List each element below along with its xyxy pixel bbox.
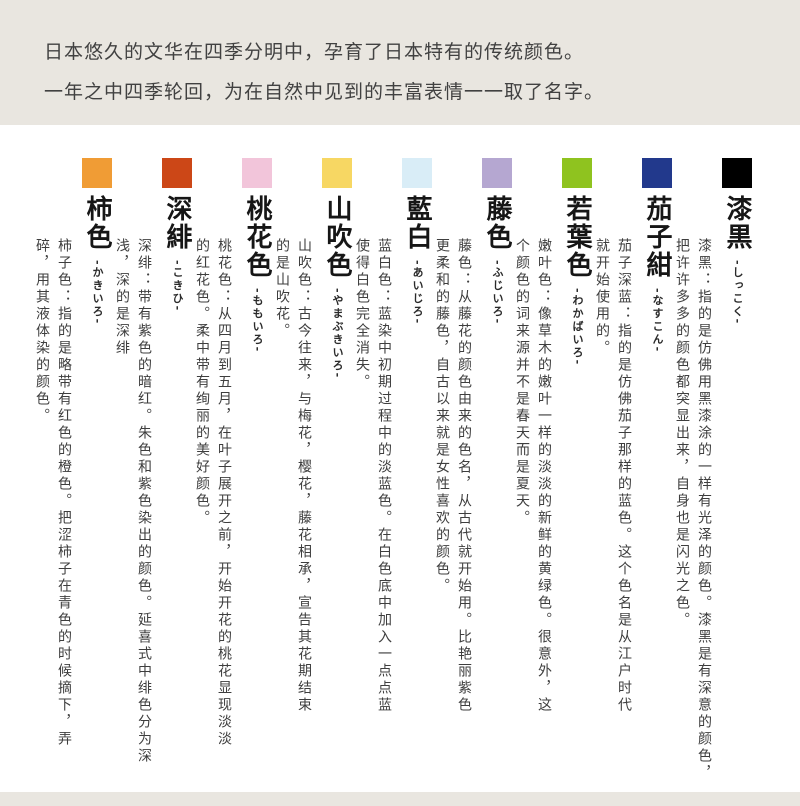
color-description-line: 嫩叶色：像草木的嫩叶一样的淡淡的新鲜的黄绿色。很意外，这 xyxy=(537,238,553,714)
color-swatch xyxy=(402,158,432,188)
color-column-momoiro: 桃花色 -ももいろ- 桃花色：从四月到五月，在叶子展开之前，开始开花的桃花显现淡淡… xyxy=(195,158,276,788)
column-head: 藍白 -あいじろ- xyxy=(399,158,436,788)
color-description: 桃花色：从四月到五月，在叶子展开之前，开始开花的桃花显现淡淡 的红花色。柔中带有… xyxy=(192,158,236,788)
color-column-fujiiro: 藤色 -ふじいろ- 藤色：从藤花的颜色由来的色名，从古代就开始用。比艳丽紫色 更柔… xyxy=(435,158,516,788)
color-reading: -ももいろ- xyxy=(251,288,264,354)
color-description-line: 的是山吹花。 xyxy=(275,238,291,340)
column-head: 桃花色 -ももいろ- xyxy=(239,158,276,788)
column-head: 柿色 -かきいろ- xyxy=(79,158,116,788)
color-name-title: 茄子紺 xyxy=(642,195,672,279)
color-description-line: 就开始使用的。 xyxy=(595,238,611,357)
color-column-nasukon: 茄子紺 -なすこん- 茄子深蓝：指的是仿佛茄子那样的蓝色。这个色名是从江户时代 就… xyxy=(595,158,676,788)
color-reading: -こきひ- xyxy=(171,260,184,313)
color-swatch xyxy=(722,158,752,188)
column-head: 若葉色 -わかばいろ- xyxy=(559,158,596,788)
color-name-title: 深緋 xyxy=(162,195,192,251)
color-name-title: 漆黒 xyxy=(722,195,752,251)
color-name-title: 桃花色 xyxy=(242,195,272,279)
color-description-line: 深绯：带有紫色的暗红。朱色和紫色染出的颜色。延喜式中绯色分为深 xyxy=(137,238,153,765)
column-head: 藤色 -ふじいろ- xyxy=(479,158,516,788)
color-description-line: 柿子色：指的是略带有红色的橙色。把涩柿子在青色的时候摘下，弄 xyxy=(57,238,73,748)
color-name-title: 藤色 xyxy=(482,195,512,251)
column-head: 山吹色 -やまぶきいろ- xyxy=(319,158,356,788)
color-reading: -しっこく- xyxy=(731,260,744,326)
color-description-line: 碎，用其液体染的颜色。 xyxy=(35,238,51,425)
color-column-kokihi: 深緋 -こきひ- 深绯：带有紫色的暗红。朱色和紫色染出的颜色。延喜式中绯色分为深 … xyxy=(115,158,196,788)
color-description: 深绯：带有紫色的暗红。朱色和紫色染出的颜色。延喜式中绯色分为深 浅，深的是深绯 xyxy=(112,158,156,788)
color-description-line: 漆黑：指的是仿佛用黑漆涂的一样有光泽的颜色。漆黑是有深意的颜色， xyxy=(697,238,713,782)
color-description: 柿子色：指的是略带有红色的橙色。把涩柿子在青色的时候摘下，弄 碎，用其液体染的颜… xyxy=(32,158,76,788)
color-swatch xyxy=(482,158,512,188)
color-column-kakiiro: 柿色 -かきいろ- 柿子色：指的是略带有红色的橙色。把涩柿子在青色的时候摘下，弄 … xyxy=(35,158,116,788)
color-reading: -わかばいろ- xyxy=(571,288,584,367)
column-head: 深緋 -こきひ- xyxy=(159,158,196,788)
main-content: 柿色 -かきいろ- 柿子色：指的是略带有红色的橙色。把涩柿子在青色的时候摘下，弄 … xyxy=(0,125,800,792)
color-description: 茄子深蓝：指的是仿佛茄子那样的蓝色。这个色名是从江户时代 就开始使用的。 xyxy=(592,158,636,788)
color-description-line: 茄子深蓝：指的是仿佛茄子那样的蓝色。这个色名是从江户时代 xyxy=(617,238,633,714)
color-description: 嫩叶色：像草木的嫩叶一样的淡淡的新鲜的黄绿色。很意外，这 个颜色的词来源并不是春… xyxy=(512,158,556,788)
color-description-line: 的红花色。柔中带有绚丽的美好颜色。 xyxy=(195,238,211,527)
color-description-line: 蓝白色：蓝染中初期过程中的淡蓝色。在白色底中加入一点点蓝 xyxy=(377,238,393,714)
color-description-line: 把许许多多的颜色都突显出来，自身也是闪光之色。 xyxy=(675,238,691,629)
color-description-line: 山吹色：古今往来，与梅花，樱花，藤花相承，宣告其花期结束 xyxy=(297,238,313,714)
color-description-line: 桃花色：从四月到五月，在叶子展开之前，开始开花的桃花显现淡淡 xyxy=(217,238,233,748)
color-column-wakabairo: 若葉色 -わかばいろ- 嫩叶色：像草木的嫩叶一样的淡淡的新鲜的黄绿色。很意外，这 … xyxy=(515,158,596,788)
column-head: 茄子紺 -なすこん- xyxy=(639,158,676,788)
color-reading: -なすこん- xyxy=(651,288,664,354)
color-description-line: 藤色：从藤花的颜色由来的色名，从古代就开始用。比艳丽紫色 xyxy=(457,238,473,714)
color-swatch xyxy=(242,158,272,188)
color-description-line: 更柔和的藤色，自古以来就是女性喜欢的颜色。 xyxy=(435,238,451,595)
color-swatch xyxy=(642,158,672,188)
color-description-line: 使得白色完全消失。 xyxy=(355,238,371,391)
color-description-line: 浅，深的是深绯 xyxy=(115,238,131,357)
color-swatch xyxy=(322,158,352,188)
color-reading: -やまぶきいろ- xyxy=(331,288,344,380)
color-name-title: 若葉色 xyxy=(562,195,592,279)
color-description-line: 个颜色的词来源并不是春天而是夏天。 xyxy=(515,238,531,527)
bottom-strip xyxy=(0,792,800,806)
header-line-1: 日本悠久的文华在四季分明中，孕育了日本特有的传统颜色。 xyxy=(44,42,585,63)
color-swatch xyxy=(562,158,592,188)
color-columns: 柿色 -かきいろ- 柿子色：指的是略带有红色的橙色。把涩柿子在青色的时候摘下，弄 … xyxy=(35,158,758,788)
color-description: 蓝白色：蓝染中初期过程中的淡蓝色。在白色底中加入一点点蓝 使得白色完全消失。 xyxy=(352,158,396,788)
column-head: 漆黒 -しっこく- xyxy=(719,158,756,788)
color-name-title: 柿色 xyxy=(82,195,112,251)
color-swatch xyxy=(162,158,192,188)
header-line-2: 一年之中四季轮回，为在自然中见到的丰富表情一一取了名字。 xyxy=(44,82,605,103)
color-description: 藤色：从藤花的颜色由来的色名，从古代就开始用。比艳丽紫色 更柔和的藤色，自古以来… xyxy=(432,158,476,788)
color-reading: -ふじいろ- xyxy=(491,260,504,326)
color-description: 山吹色：古今往来，与梅花，樱花，藤花相承，宣告其花期结束 的是山吹花。 xyxy=(272,158,316,788)
color-swatch xyxy=(82,158,112,188)
header-band: 日本悠久的文华在四季分明中，孕育了日本特有的传统颜色。 一年之中四季轮回，为在自… xyxy=(0,0,800,125)
color-name-title: 藍白 xyxy=(402,195,432,251)
color-reading: -かきいろ- xyxy=(91,260,104,326)
color-column-shikkoku: 漆黒 -しっこく- 漆黑：指的是仿佛用黑漆涂的一样有光泽的颜色。漆黑是有深意的颜色… xyxy=(675,158,756,788)
color-reading: -あいじろ- xyxy=(411,260,424,326)
color-name-title: 山吹色 xyxy=(322,195,352,279)
color-description: 漆黑：指的是仿佛用黑漆涂的一样有光泽的颜色。漆黑是有深意的颜色， 把许许多多的颜… xyxy=(672,158,716,788)
color-column-aijiro: 藍白 -あいじろ- 蓝白色：蓝染中初期过程中的淡蓝色。在白色底中加入一点点蓝 使得… xyxy=(355,158,436,788)
color-column-yamabukiiro: 山吹色 -やまぶきいろ- 山吹色：古今往来，与梅花，樱花，藤花相承，宣告其花期结束… xyxy=(275,158,356,788)
